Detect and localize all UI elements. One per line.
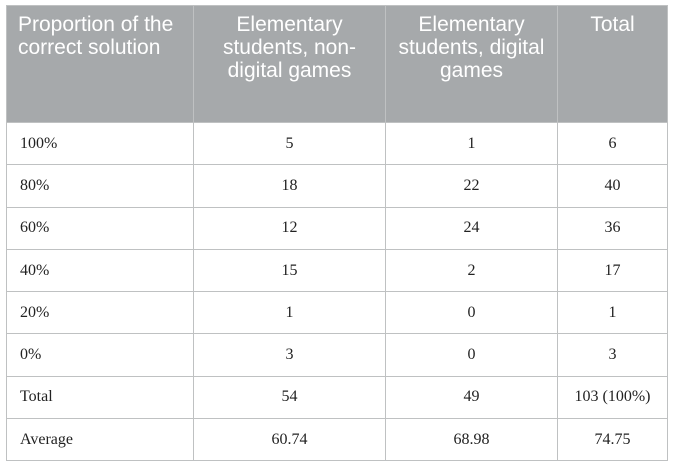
results-table: Proportion of the correct solution Eleme… [6,5,668,462]
cell-total: 6 [557,121,668,166]
row-label: 40% [6,248,194,293]
cell-digital: 49 [385,375,558,420]
table-body: 100% 5 1 6 80% 18 22 40 60% 12 24 36 40%… [6,121,668,462]
row-label: 0% [6,333,194,377]
cell-total: 103 (100%) [557,375,668,420]
cell-digital: 1 [385,121,558,166]
cell-non-digital: 54 [193,375,386,420]
cell-non-digital: 12 [193,206,386,250]
cell-non-digital: 1 [193,291,386,335]
header-total: Total [557,5,668,123]
cell-non-digital: 5 [193,121,386,166]
table-row: 100% 5 1 6 [6,121,668,166]
cell-non-digital: 18 [193,164,386,208]
cell-digital: 24 [385,206,558,250]
header-non-digital: Elementary students, non-digital games [193,5,386,123]
cell-digital: 22 [385,164,558,208]
cell-total: 1 [557,291,668,335]
cell-non-digital: 15 [193,248,386,293]
row-label: 80% [6,164,194,208]
row-label: 20% [6,291,194,335]
results-table-container: Proportion of the correct solution Eleme… [6,5,668,462]
cell-non-digital: 60.74 [193,418,386,462]
cell-digital: 0 [385,291,558,335]
table-row-total: Total 54 49 103 (100%) [6,375,668,420]
table-row: 20% 1 0 1 [6,291,668,335]
header-digital: Elementary students, digital games [385,5,558,123]
table-row: 60% 12 24 36 [6,206,668,250]
cell-digital: 68.98 [385,418,558,462]
cell-total: 74.75 [557,418,668,462]
table-row: 40% 15 2 17 [6,248,668,293]
table-row-average: Average 60.74 68.98 74.75 [6,418,668,462]
cell-total: 36 [557,206,668,250]
table-row: 0% 3 0 3 [6,333,668,377]
cell-digital: 0 [385,333,558,377]
row-label: Total [6,375,194,420]
cell-total: 40 [557,164,668,208]
cell-total: 17 [557,248,668,293]
cell-total: 3 [557,333,668,377]
header-proportion: Proportion of the correct solution [6,5,194,123]
cell-non-digital: 3 [193,333,386,377]
table-header: Proportion of the correct solution Eleme… [6,5,668,123]
row-label: 60% [6,206,194,250]
table-row: 80% 18 22 40 [6,164,668,208]
row-label: Average [6,418,194,462]
header-row: Proportion of the correct solution Eleme… [6,5,668,123]
row-label: 100% [6,121,194,166]
cell-digital: 2 [385,248,558,293]
